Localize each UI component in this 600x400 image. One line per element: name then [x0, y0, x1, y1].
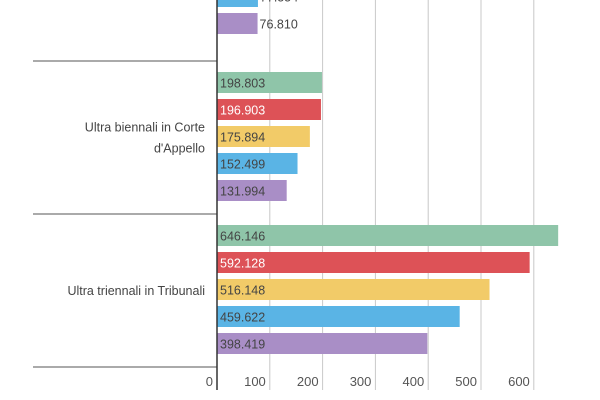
bar: [217, 126, 310, 147]
x-tick-label: 300: [350, 374, 372, 389]
bar: [217, 99, 321, 120]
category-label: Ultra biennali in Corte: [85, 121, 205, 135]
data-label: 592.128: [220, 257, 265, 271]
bar: [217, 333, 428, 354]
data-label: 175.894: [220, 131, 265, 145]
data-label: 76.810: [260, 18, 298, 32]
bar: [217, 279, 490, 300]
data-label: 646.146: [220, 230, 265, 244]
data-label: 398.419: [220, 338, 265, 352]
x-tick-label: 400: [402, 374, 424, 389]
x-tick-label: 100: [244, 374, 266, 389]
bar: [217, 180, 287, 201]
category-label: d'Appello: [154, 142, 205, 156]
bar: [217, 306, 460, 327]
bar: [217, 153, 298, 174]
data-label: 196.903: [220, 104, 265, 118]
data-label: 198.803: [220, 77, 265, 91]
x-tick-label: 0: [206, 374, 213, 389]
data-label: 152.499: [220, 158, 265, 172]
category-label: Ultra triennali in Tribunali: [67, 284, 205, 298]
bar: [217, 72, 322, 93]
data-label: 459.622: [220, 311, 265, 325]
bar: [217, 13, 258, 34]
x-tick-label: 200: [297, 374, 319, 389]
data-label: 77.554: [260, 0, 298, 5]
x-tick-label: 600: [508, 374, 530, 389]
bar: [217, 0, 258, 7]
bar: [217, 252, 530, 273]
data-label: 516.148: [220, 284, 265, 298]
x-tick-label: 500: [455, 374, 477, 389]
bar: [217, 225, 559, 246]
data-label: 131.994: [220, 185, 265, 199]
